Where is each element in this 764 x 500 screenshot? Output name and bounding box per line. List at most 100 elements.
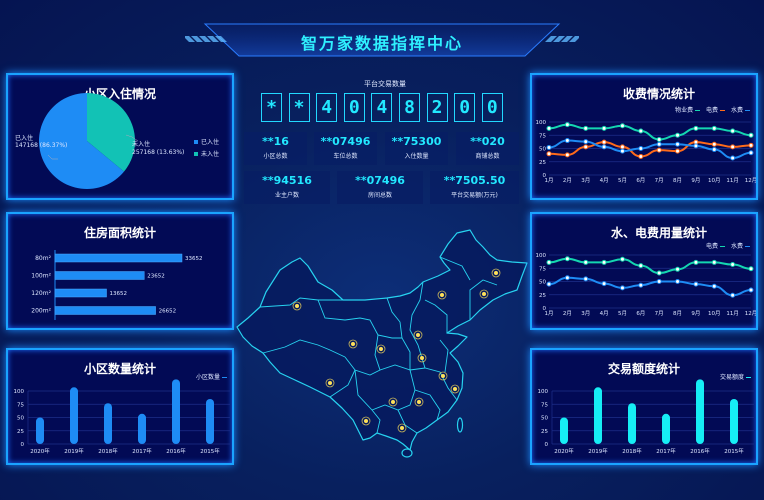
bar — [628, 403, 636, 444]
housing-area-panel: 住房面积统计 80m² 33652 100m² 23652 120m² 13652 200m… — [6, 212, 234, 330]
legend-item-occupied[interactable]: 已入住 — [194, 137, 219, 146]
x-tick-label: 10月 — [708, 177, 721, 184]
stat-card: **020 商铺总数 — [456, 132, 519, 165]
pie-label-line — [125, 134, 139, 142]
data-point — [656, 147, 662, 153]
pie-label-line — [47, 154, 58, 160]
bar — [54, 271, 145, 280]
x-tick-label: 3月 — [581, 310, 590, 317]
map-marker — [453, 387, 457, 391]
data-label: 23652 — [147, 274, 165, 280]
x-tick-label: 1月 — [545, 177, 554, 184]
y-tick-label: 25 — [539, 160, 546, 166]
counter-digit: 2 — [426, 93, 448, 122]
stat-value: **7505.50 — [443, 174, 506, 187]
legend-label: 交易额度 — [719, 374, 744, 381]
category-label: 80m² — [35, 255, 51, 262]
x-tick-label: 2月 — [563, 177, 572, 184]
x-tick-label: 11月 — [726, 310, 739, 317]
chart-legend[interactable]: 小区数量 — [196, 372, 227, 381]
data-point — [693, 259, 699, 265]
data-point — [656, 141, 662, 147]
data-point — [619, 144, 625, 150]
data-point — [748, 132, 754, 138]
y-tick-label: 25 — [541, 429, 548, 435]
legend-label: 已入住 — [201, 139, 220, 146]
map-outline — [236, 229, 528, 451]
x-tick-label: 2018年 — [98, 447, 118, 455]
map-marker-ring — [325, 378, 335, 388]
data-point — [656, 270, 662, 276]
legend-swatch — [720, 109, 726, 112]
stat-card: **07496 房间总数 — [337, 171, 423, 204]
data-point — [730, 128, 736, 134]
legend-swatch — [222, 376, 227, 379]
usage-panel: 水、电费用量统计 电费 水费 0 25 50 75 100 1月 2月 3月 4月 5月 6月 7月 8… — [530, 212, 758, 330]
bar — [662, 413, 670, 444]
data-point — [638, 263, 644, 269]
x-tick-label: 1月 — [545, 310, 554, 317]
data-point — [601, 139, 607, 145]
legend-swatch — [746, 376, 751, 379]
stat-label: 业主户数 — [274, 192, 299, 199]
map-marker-ring — [348, 339, 358, 349]
chart-legend[interactable]: 交易额度 — [720, 372, 751, 381]
chart-legend[interactable]: 物业费 电费 水费 — [675, 105, 750, 114]
data-point — [730, 144, 736, 150]
map-marker-ring — [361, 416, 371, 426]
map-marker-ring — [376, 344, 386, 354]
data-point — [583, 139, 589, 145]
data-point — [601, 259, 607, 265]
stat-value: **020 — [470, 135, 505, 148]
map-marker-ring — [413, 330, 423, 340]
series-line — [548, 123, 752, 141]
legend-label: 小区数量 — [195, 374, 220, 381]
bar — [206, 398, 214, 444]
data-point — [656, 136, 662, 142]
map-marker — [482, 292, 486, 296]
y-tick-label: 75 — [539, 133, 546, 139]
data-point — [546, 151, 552, 157]
data-point — [748, 287, 754, 293]
x-tick-label: 4月 — [600, 310, 609, 317]
x-tick-label: 6月 — [636, 177, 645, 184]
x-tick-label: 9月 — [691, 310, 700, 317]
stat-label: 商铺总数 — [475, 153, 500, 160]
stat-value: **94516 — [262, 174, 312, 187]
bar — [104, 403, 112, 444]
pie-label-occupied: 已入住 — [15, 135, 34, 142]
y-tick-label: 75 — [539, 266, 546, 272]
x-tick-label: 10月 — [708, 310, 721, 317]
map-marker — [441, 374, 445, 378]
panel-title: 交易额度统计 — [607, 362, 680, 376]
x-tick-label: 2015年 — [724, 447, 744, 455]
y-tick-label: 100 — [538, 389, 549, 395]
x-tick-label: 5月 — [618, 310, 627, 317]
y-tick-label: 50 — [539, 280, 546, 286]
counter-digit: 4 — [371, 93, 393, 122]
x-tick-label: 2017年 — [132, 447, 152, 455]
counter-digit: 0 — [454, 93, 476, 122]
pie-value-vacant: 257168 (13.63%) — [132, 149, 185, 156]
map-marker — [400, 426, 404, 430]
data-point — [619, 148, 625, 154]
x-tick-label: 5月 — [618, 177, 627, 184]
data-point — [675, 132, 681, 138]
fee-line-chart: 0 25 50 75 100 1月 2月 3月 4月 5月 6月 7月 8月 9月 10月 11月 12月 — [536, 120, 757, 184]
panel-title: 收费情况统计 — [622, 87, 695, 101]
data-point — [748, 150, 754, 156]
legend-item-vacant[interactable]: 未入住 — [194, 149, 219, 158]
bar — [54, 253, 183, 263]
panel-title: 小区数量统计 — [83, 362, 156, 376]
x-tick-label: 2019年 — [588, 447, 608, 455]
y-tick-label: 0 — [543, 173, 547, 179]
y-tick-label: 0 — [21, 442, 25, 448]
data-point — [675, 148, 681, 154]
chart-legend[interactable]: 电费 水费 — [706, 241, 750, 250]
category-label: 200m² — [31, 308, 51, 315]
data-point — [638, 282, 644, 288]
map-taiwan — [456, 417, 464, 433]
x-tick-label: 11月 — [726, 177, 739, 184]
bar — [54, 306, 156, 315]
